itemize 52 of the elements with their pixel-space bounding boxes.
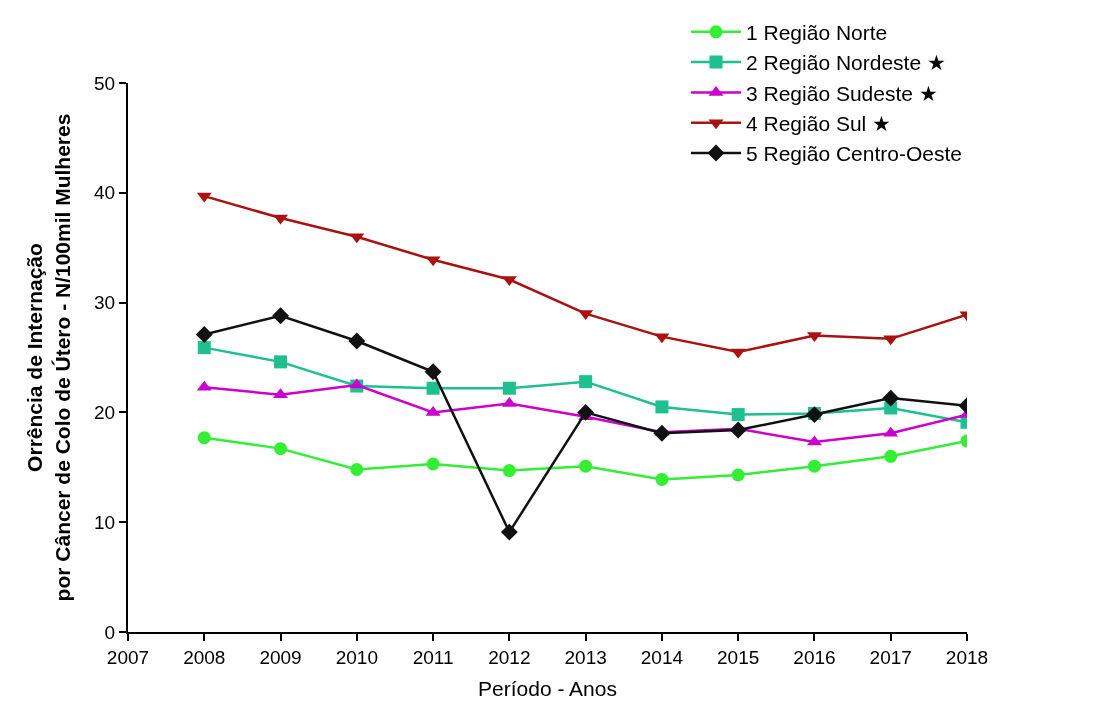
- legend-label: 4 Região Sul ★: [746, 111, 892, 135]
- point: [577, 403, 595, 421]
- x-tick-label: 2013: [564, 646, 607, 668]
- y-tick-label: 20: [94, 402, 116, 424]
- y-axis-title: Orrência de Internação por Câncer de Colo de Útero - N/100mil Mulheres: [23, 113, 74, 602]
- x-axis-title: Período - Anos: [478, 677, 617, 701]
- point: [502, 381, 516, 395]
- point: [731, 408, 745, 422]
- point: [426, 457, 440, 471]
- y-tick-label: 40: [94, 182, 116, 204]
- point: [426, 381, 440, 395]
- legend-label: 1 Região Norte: [746, 20, 888, 44]
- point: [500, 523, 518, 541]
- x-tick-label: 2015: [717, 646, 760, 668]
- point: [729, 421, 747, 439]
- x-tick-label: 2010: [335, 646, 378, 668]
- x-tick-label: 2014: [640, 646, 684, 668]
- point: [731, 468, 745, 482]
- point: [655, 472, 669, 486]
- point: [272, 307, 289, 325]
- x-tick-label: 2007: [106, 646, 150, 668]
- x-tick-label: 2018: [945, 646, 989, 668]
- point: [653, 424, 671, 442]
- y-tick-label: 30: [94, 292, 116, 314]
- legend-label: 2 Região Nordeste ★: [746, 51, 946, 75]
- point: [350, 463, 364, 476]
- point: [274, 355, 288, 369]
- point: [197, 431, 211, 445]
- point: [348, 332, 366, 350]
- point: [807, 459, 821, 473]
- x-tick-label: 2016: [793, 646, 836, 668]
- x-tick-label: 2008: [183, 646, 226, 668]
- point: [884, 449, 898, 463]
- x-tick-label: 2012: [488, 646, 531, 668]
- x-tick-label: 2017: [869, 646, 912, 668]
- x-tick-label: 2009: [259, 646, 302, 668]
- point: [195, 325, 213, 343]
- x-tick-label: 2011: [412, 646, 454, 668]
- point: [579, 459, 593, 473]
- point: [806, 406, 823, 424]
- legend-label: 5 Região Centro-Oeste: [746, 142, 962, 166]
- point: [655, 400, 669, 414]
- point: [424, 363, 442, 381]
- y-tick-label: 0: [104, 621, 116, 643]
- point: [197, 341, 211, 355]
- point: [882, 389, 900, 407]
- y-tick-label: 50: [94, 72, 116, 94]
- point: [502, 464, 516, 478]
- point: [274, 442, 288, 456]
- legend-label: 3 Região Sudeste ★: [746, 81, 938, 105]
- point: [579, 375, 593, 389]
- y-tick-label: 10: [94, 511, 116, 533]
